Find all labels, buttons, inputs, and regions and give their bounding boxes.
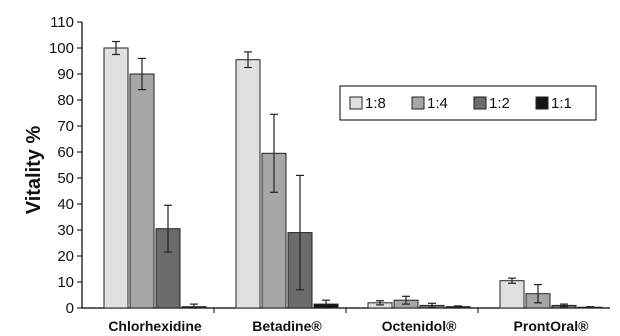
legend-swatch — [535, 96, 549, 110]
legend-swatch — [411, 96, 425, 110]
x-category-label: Octenidol® — [382, 318, 458, 334]
y-tick-label: 50 — [57, 170, 74, 187]
y-tick-label: 30 — [57, 222, 74, 239]
legend-swatch — [349, 96, 363, 110]
y-tick-label: 60 — [57, 144, 74, 161]
bar — [235, 59, 261, 309]
x-category-label: Chlorhexidine — [108, 318, 202, 334]
y-tick-label: 10 — [57, 274, 74, 291]
x-category-label: ProntOral® — [514, 318, 590, 334]
y-tick-label: 40 — [57, 196, 74, 213]
y-tick-label: 90 — [57, 66, 74, 83]
legend-label: 1:2 — [489, 95, 510, 112]
y-tick-label: 0 — [66, 300, 74, 317]
y-tick-label: 70 — [57, 118, 74, 135]
legend-label: 1:8 — [365, 95, 386, 112]
legend-swatch — [473, 96, 487, 110]
x-category-label: Betadine® — [252, 318, 322, 334]
bar — [129, 73, 155, 309]
y-tick-label: 110 — [50, 14, 74, 31]
legend-label: 1:1 — [551, 95, 572, 112]
y-axis-title: Vitality % — [23, 126, 45, 215]
y-tick-label: 80 — [57, 92, 74, 109]
y-tick-label: 100 — [49, 40, 74, 57]
legend-box — [339, 85, 597, 121]
bar — [499, 280, 525, 309]
y-tick-label: 20 — [57, 248, 74, 265]
bar — [103, 47, 129, 309]
legend-label: 1:4 — [427, 95, 448, 112]
